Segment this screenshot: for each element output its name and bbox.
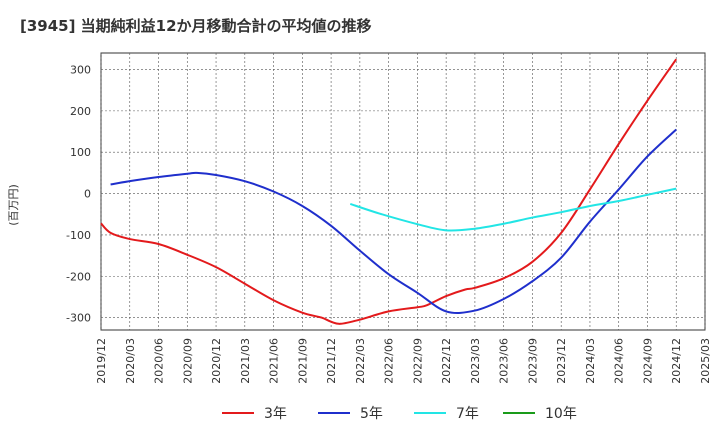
legend-label-1: 3年 [264,406,287,422]
x-tick-label: 2024/06 [613,338,626,384]
x-tick-label: 2019/12 [95,338,108,384]
x-tick-label: 2022/06 [383,338,396,384]
chart-title: [3945] 当期純利益12か月移動合計の平均値の推移 [20,17,372,35]
x-tick-label: 2023/09 [526,338,539,384]
x-tick-label: 2025/03 [699,338,712,384]
series-line-2 [110,128,677,314]
plot-area [100,52,706,331]
x-tick-label: 2023/03 [469,338,482,384]
x-tick-label: 2021/06 [268,338,281,384]
x-tick-label: 2023/06 [498,338,511,384]
x-tick-label: 2022/03 [354,338,367,384]
x-tick-label: 2020/12 [210,338,223,384]
x-tick-label: 2021/09 [296,338,309,384]
x-axis: 2019/12 2020/03 2020/06 2020/09 2020/12 2021/… [95,338,712,384]
legend-label-4: 10年 [545,406,577,422]
y-tick-label: 200 [70,105,91,118]
x-tick-label: 2022/12 [440,338,453,384]
y-tick-label: 0 [84,188,91,201]
y-tick-label: -200 [66,270,91,283]
y-axis-label: (百万円) [7,184,20,226]
x-tick-label: 2024/12 [670,338,683,384]
series-line-1 [100,58,678,325]
series-line-3 [349,187,677,232]
series-layer [100,58,678,325]
x-tick-label: 2020/03 [124,338,137,384]
legend: 3年 5年 7年 10年 [222,406,577,422]
x-tick-label: 2022/09 [411,338,424,384]
y-axis: 300 200 100 0 -100 -200 -300 [66,64,91,325]
y-tick-label: 300 [70,64,91,77]
x-tick-label: 2024/03 [584,338,597,384]
x-tick-label: 2023/12 [555,338,568,384]
y-tick-label: -100 [66,229,91,242]
x-tick-label: 2020/06 [153,338,166,384]
x-tick-label: 2020/09 [181,338,194,384]
x-tick-label: 2021/12 [325,338,338,384]
grid [100,53,706,330]
y-tick-label: 100 [70,146,91,159]
legend-label-2: 5年 [360,406,383,422]
x-tick-label: 2021/03 [239,338,252,384]
y-tick-label: -300 [66,312,91,325]
legend-label-3: 7年 [456,406,479,422]
x-tick-label: 2024/09 [641,338,654,384]
